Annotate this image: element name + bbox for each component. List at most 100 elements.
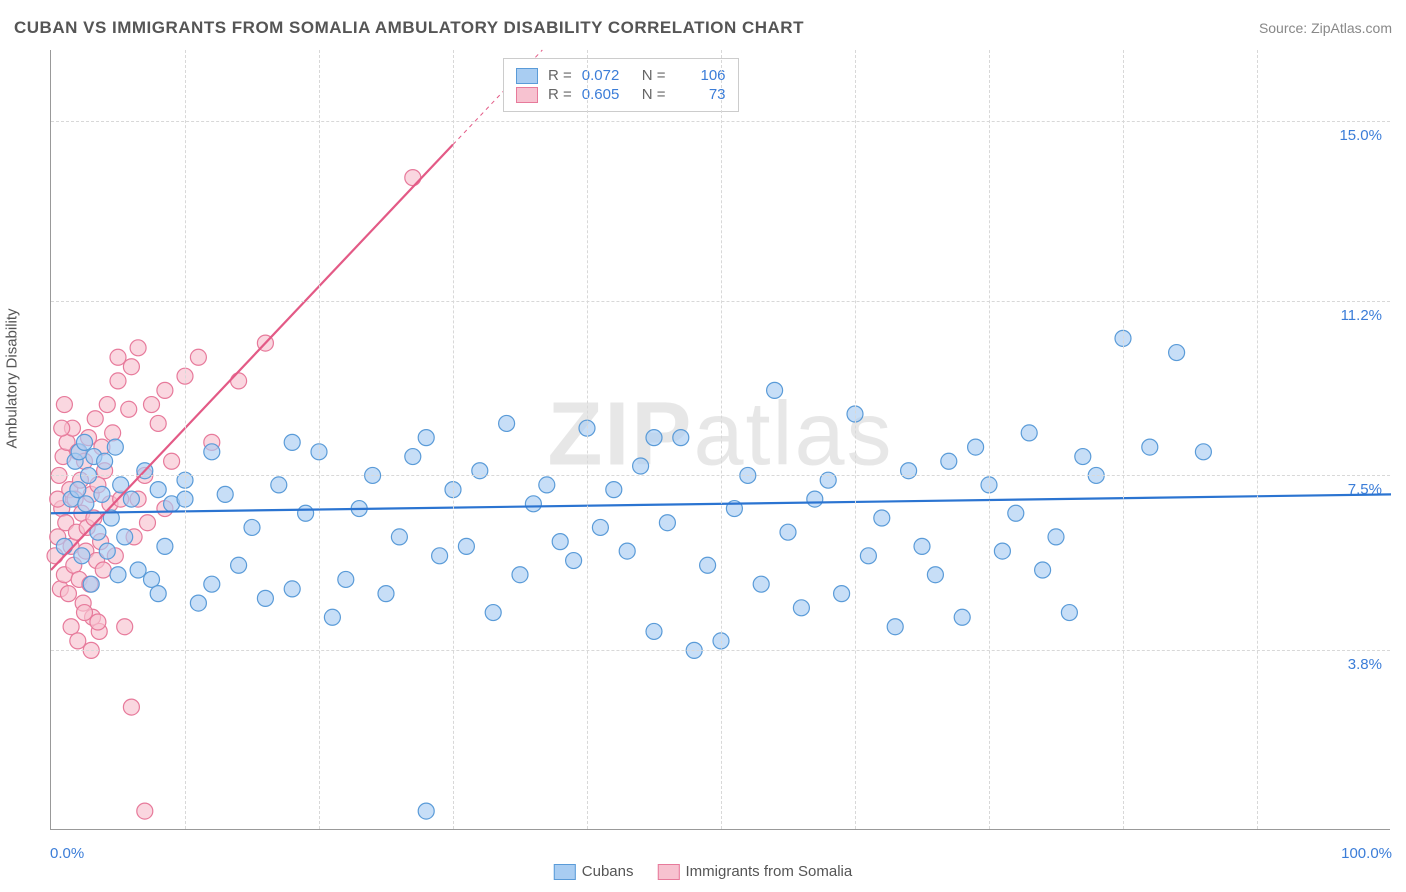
stats-legend: R =0.072N =106R =0.605N =73: [503, 58, 739, 112]
cubans-point: [150, 586, 166, 602]
cubans-point: [793, 600, 809, 616]
somalia-point: [164, 453, 180, 469]
cubans-point: [244, 519, 260, 535]
somalia-point: [190, 349, 206, 365]
somalia-point: [144, 397, 160, 413]
cubans-point: [284, 581, 300, 597]
somalia-point: [137, 803, 153, 819]
gridline-vertical: [319, 50, 320, 829]
legend-swatch: [554, 864, 576, 880]
somalia-point: [56, 397, 72, 413]
gridline-vertical: [453, 50, 454, 829]
cubans-point: [94, 486, 110, 502]
legend-swatch: [516, 87, 538, 103]
gridline-vertical: [587, 50, 588, 829]
cubans-point: [659, 515, 675, 531]
cubans-point: [954, 609, 970, 625]
cubans-point: [77, 434, 93, 450]
somalia-point: [123, 699, 139, 715]
somalia-point: [105, 425, 121, 441]
cubans-point: [83, 576, 99, 592]
cubans-point: [968, 439, 984, 455]
cubans-point: [74, 548, 90, 564]
somalia-point: [77, 605, 93, 621]
legend-label: Cubans: [582, 863, 634, 880]
cubans-point: [190, 595, 206, 611]
cubans-point: [458, 538, 474, 554]
source-attribution: Source: ZipAtlas.com: [1259, 20, 1392, 36]
somalia-point: [130, 340, 146, 356]
cubans-point: [566, 553, 582, 569]
somalia-point: [90, 614, 106, 630]
cubans-point: [157, 538, 173, 554]
x-max-label: 100.0%: [1341, 845, 1392, 862]
cubans-point: [700, 557, 716, 573]
cubans-point: [204, 576, 220, 592]
cubans-point: [298, 505, 314, 521]
y-tick-label: 11.2%: [1341, 307, 1382, 324]
somalia-point: [405, 170, 421, 186]
cubans-point: [1195, 444, 1211, 460]
stat-n-label: N =: [642, 67, 666, 84]
cubans-point: [525, 496, 541, 512]
cubans-point: [592, 519, 608, 535]
y-tick-label: 15.0%: [1339, 127, 1382, 144]
cubans-point: [633, 458, 649, 474]
cubans-point: [914, 538, 930, 554]
y-tick-label: 3.8%: [1348, 656, 1382, 673]
cubans-point: [807, 491, 823, 507]
cubans-point: [284, 434, 300, 450]
cubans-point: [378, 586, 394, 602]
cubans-point: [70, 482, 86, 498]
y-axis-label: Ambulatory Disability: [4, 308, 21, 448]
cubans-point: [927, 567, 943, 583]
cubans-point: [418, 430, 434, 446]
cubans-point: [485, 605, 501, 621]
cubans-point: [391, 529, 407, 545]
cubans-point: [405, 449, 421, 465]
stat-r-label: R =: [548, 67, 572, 84]
somalia-point: [60, 586, 76, 602]
cubans-point: [499, 415, 515, 431]
somalia-point: [110, 349, 126, 365]
gridline-vertical: [721, 50, 722, 829]
cubans-point: [231, 557, 247, 573]
cubans-point: [1061, 605, 1077, 621]
cubans-point: [432, 548, 448, 564]
cubans-point: [552, 534, 568, 550]
x-min-label: 0.0%: [50, 845, 84, 862]
somalia-point: [117, 619, 133, 635]
stat-r-label: R =: [548, 86, 572, 103]
cubans-point: [123, 491, 139, 507]
cubans-point: [78, 496, 94, 512]
cubans-point: [97, 453, 113, 469]
somalia-point: [121, 401, 137, 417]
cubans-point: [150, 482, 166, 498]
cubans-point: [834, 586, 850, 602]
cubans-point: [338, 571, 354, 587]
cubans-point: [606, 482, 622, 498]
y-tick-label: 7.5%: [1348, 481, 1382, 498]
cubans-point: [217, 486, 233, 502]
cubans-point: [110, 567, 126, 583]
somalia-point: [123, 359, 139, 375]
cubans-point: [646, 623, 662, 639]
cubans-point: [107, 439, 123, 455]
legend-swatch: [516, 68, 538, 84]
stats-legend-row: R =0.605N =73: [516, 86, 726, 103]
somalia-point: [63, 619, 79, 635]
chart-title: CUBAN VS IMMIGRANTS FROM SOMALIA AMBULAT…: [14, 18, 804, 38]
cubans-point: [1142, 439, 1158, 455]
cubans-point: [539, 477, 555, 493]
cubans-point: [271, 477, 287, 493]
somalia-point: [110, 373, 126, 389]
cubans-point: [780, 524, 796, 540]
cubans-point: [1169, 345, 1185, 361]
stat-n-value: 106: [676, 67, 726, 84]
somalia-point: [139, 515, 155, 531]
stat-r-value: 0.605: [582, 86, 632, 103]
somalia-point: [99, 397, 115, 413]
bottom-legend: CubansImmigrants from Somalia: [554, 863, 852, 880]
stats-legend-row: R =0.072N =106: [516, 67, 726, 84]
gridline-vertical: [855, 50, 856, 829]
